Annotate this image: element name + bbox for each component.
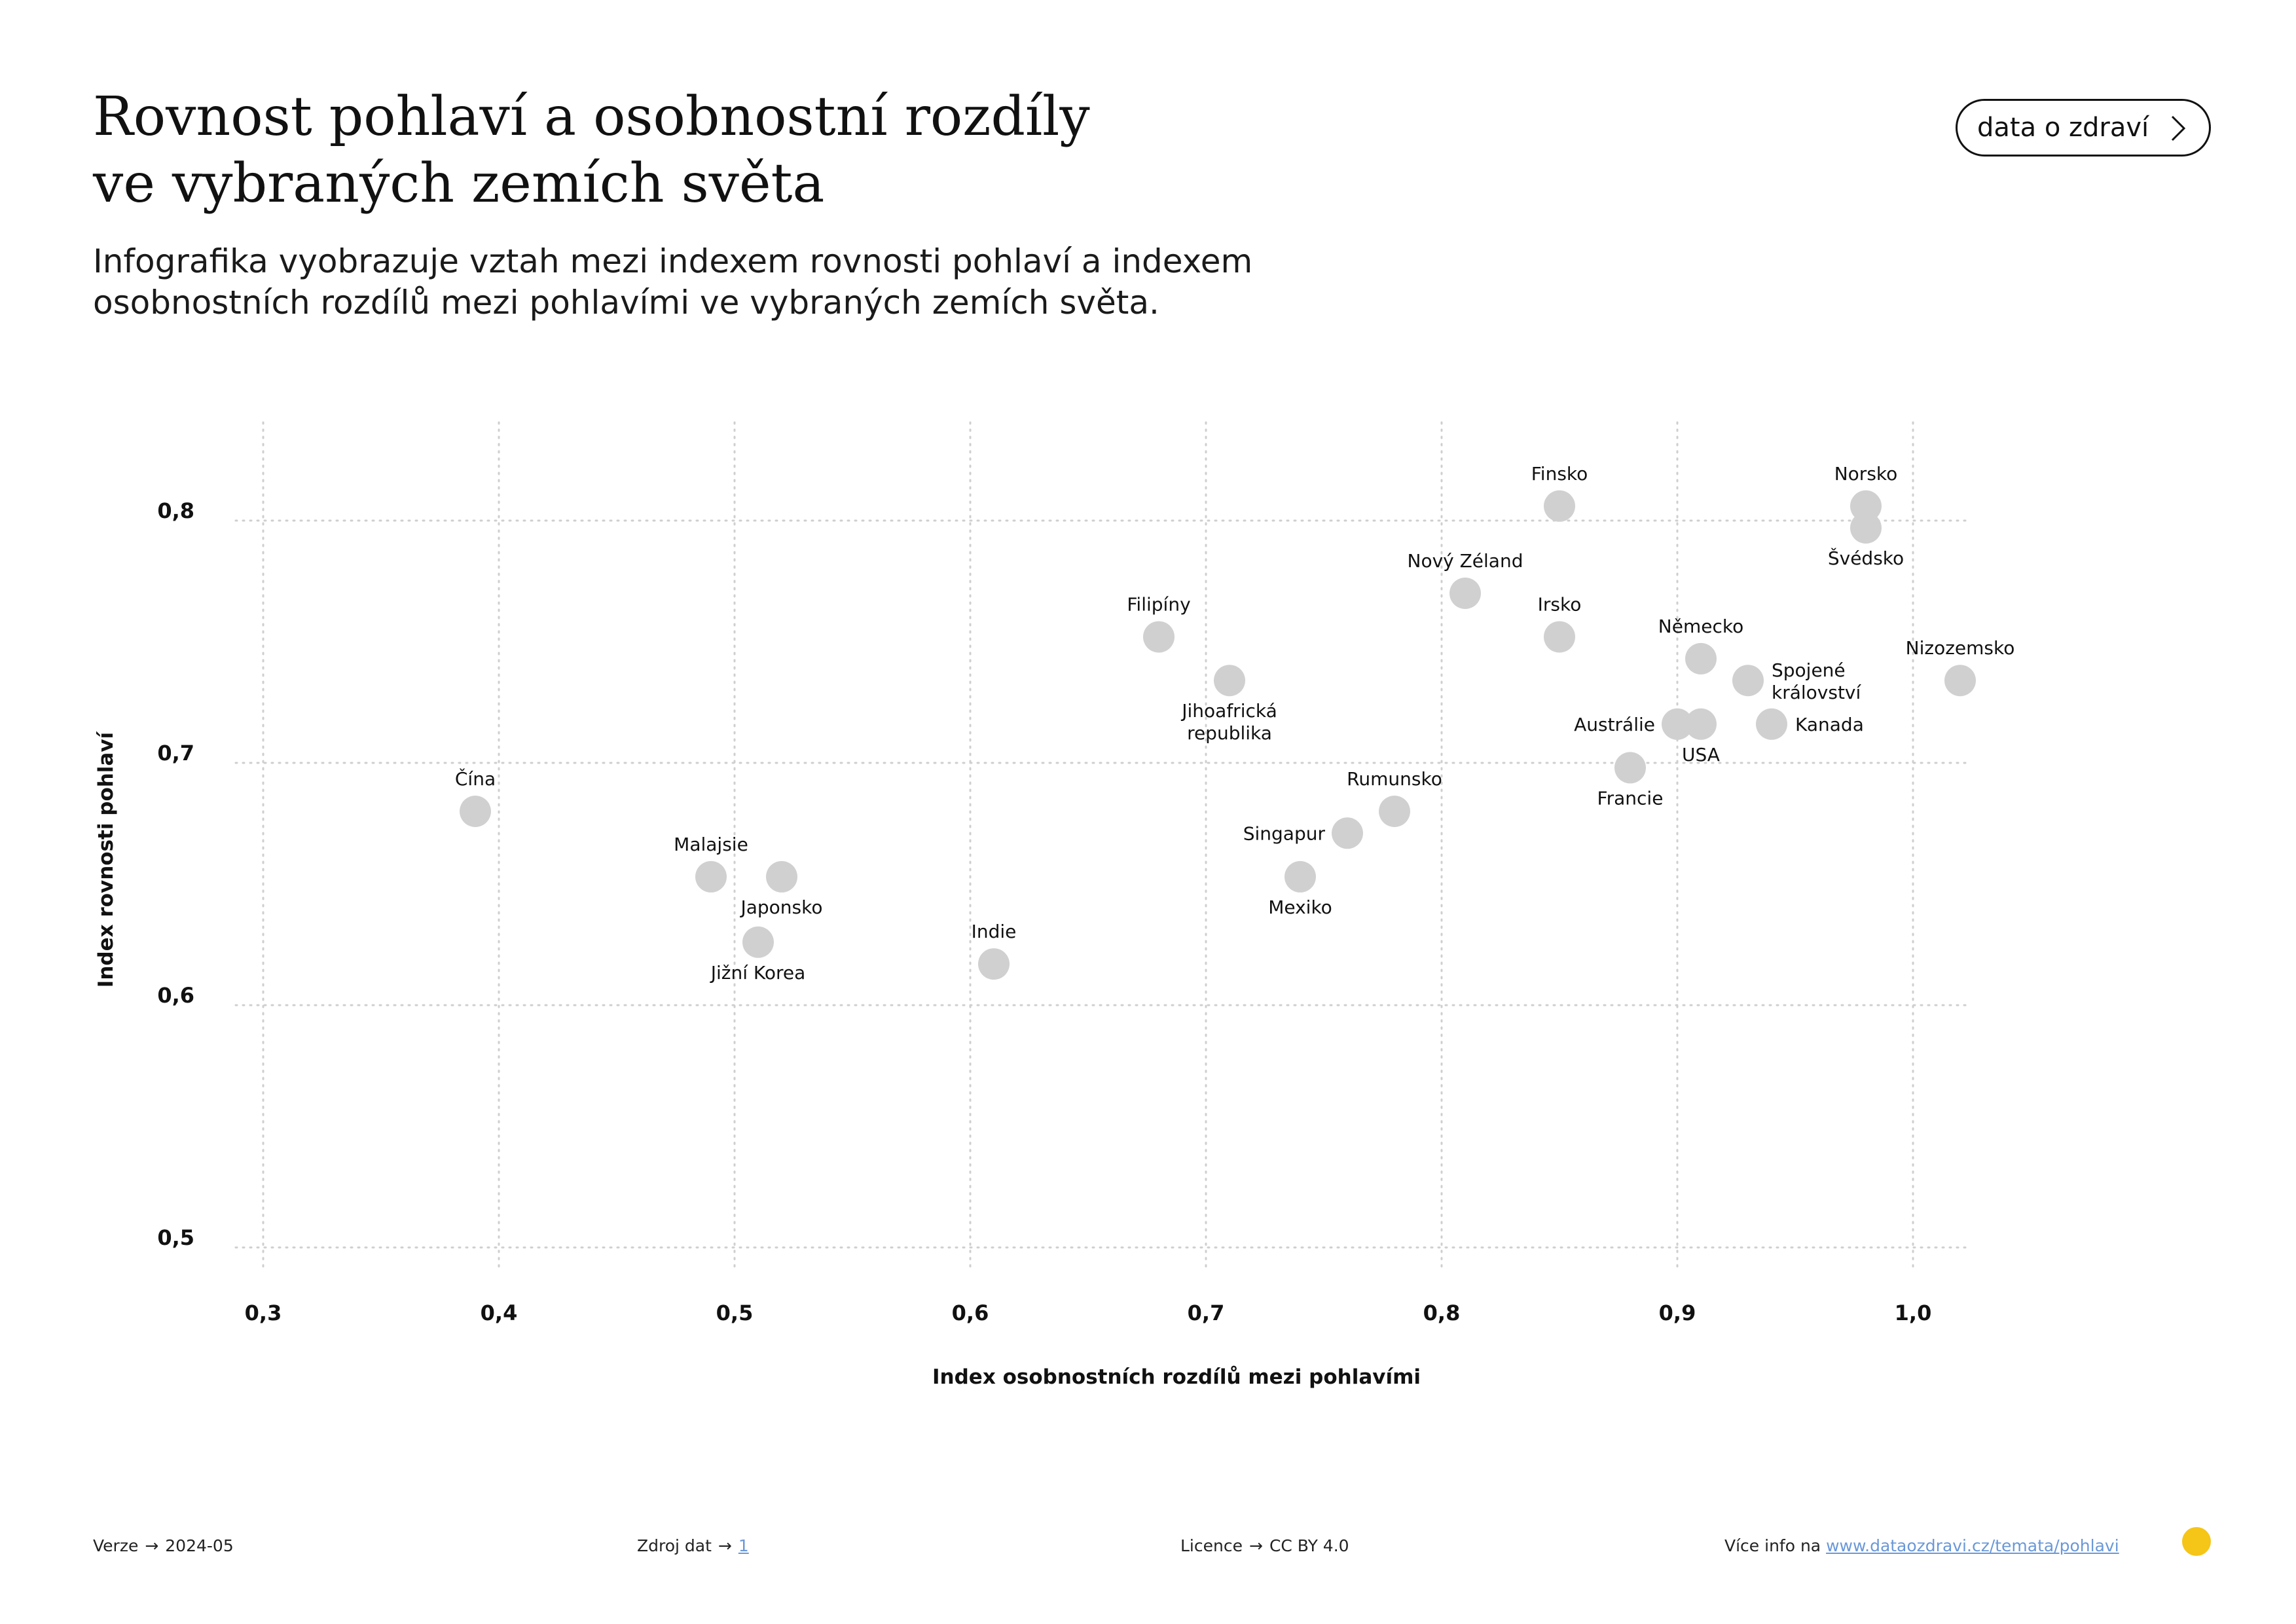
logo-icon bbox=[2182, 1527, 2211, 1556]
data-point bbox=[1614, 752, 1646, 784]
footer-license: Licence → CC BY 4.0 bbox=[1180, 1536, 1349, 1555]
footer-source: Zdroj dat → 1 bbox=[637, 1536, 749, 1555]
data-point bbox=[1285, 860, 1316, 893]
data-label: Francie bbox=[1597, 787, 1664, 809]
data-label: Spojené království bbox=[1772, 659, 1862, 703]
data-label: Švédsko bbox=[1828, 547, 1904, 569]
source-link[interactable]: 1 bbox=[738, 1536, 749, 1555]
arrow-right-icon: → bbox=[145, 1536, 159, 1555]
data-label: Norsko bbox=[1834, 463, 1898, 485]
more-info-label: Více info na bbox=[1724, 1536, 1821, 1555]
title-line-1: Rovnost pohlaví a osobnostní rozdíly bbox=[93, 86, 1090, 148]
data-label: Finsko bbox=[1531, 463, 1588, 485]
data-label: Nový Zéland bbox=[1408, 550, 1523, 572]
data-label: Malajsie bbox=[674, 834, 748, 855]
data-label: Irsko bbox=[1538, 594, 1582, 616]
data-label: Singapur bbox=[1243, 822, 1326, 844]
data-o-zdravi-button[interactable]: data o zdraví bbox=[1956, 99, 2211, 157]
data-label: Jihoafrická republika bbox=[1180, 700, 1277, 744]
data-point bbox=[1662, 708, 1693, 740]
data-labels: Čína Malajsie Japonsko Jižní Korea Indie Fili… bbox=[455, 463, 2014, 984]
x-tick-label: 0,8 bbox=[1423, 1301, 1461, 1325]
x-tick-label: 0,7 bbox=[1188, 1301, 1225, 1325]
data-point bbox=[460, 796, 491, 827]
data-label: Japonsko bbox=[739, 896, 822, 918]
data-point bbox=[1732, 665, 1764, 697]
data-label: Indie bbox=[972, 921, 1017, 942]
data-label: Mexiko bbox=[1268, 896, 1332, 918]
version-label: Verze bbox=[93, 1536, 139, 1555]
data-point bbox=[1379, 796, 1410, 827]
arrow-right-icon: → bbox=[1248, 1536, 1263, 1555]
data-label: Německo bbox=[1658, 616, 1743, 637]
data-point bbox=[1685, 642, 1717, 674]
data-point bbox=[978, 948, 1010, 980]
data-label: Austrálie bbox=[1574, 714, 1655, 735]
data-label: Čína bbox=[455, 767, 496, 790]
data-label: Filipíny bbox=[1127, 594, 1190, 616]
data-label: USA bbox=[1682, 744, 1720, 766]
x-tick-label: 0,9 bbox=[1659, 1301, 1696, 1325]
data-point bbox=[1214, 665, 1245, 697]
data-point bbox=[1685, 708, 1717, 740]
subtitle-line-1: Infografika vyobrazuje vztah mezi indexe… bbox=[93, 242, 1253, 280]
data-point bbox=[1332, 817, 1363, 849]
more-info-link[interactable]: www.dataozdravi.cz/temata/pohlavi bbox=[1826, 1536, 2119, 1555]
data-point bbox=[742, 926, 774, 958]
data-point bbox=[1850, 490, 1882, 522]
data-point bbox=[1449, 578, 1481, 609]
chevron-right-icon bbox=[2171, 115, 2186, 141]
y-tick-label: 0,6 bbox=[157, 983, 194, 1008]
data-label: Kanada bbox=[1795, 714, 1864, 735]
y-tick-label: 0,7 bbox=[157, 741, 194, 766]
data-point bbox=[766, 860, 797, 893]
y-tick-label: 0,8 bbox=[157, 498, 194, 523]
arrow-right-icon: → bbox=[718, 1536, 732, 1555]
subtitle-line-2: osobnostních rozdílů mezi pohlavími ve v… bbox=[93, 284, 1159, 322]
data-point bbox=[1544, 621, 1575, 653]
data-point bbox=[1143, 621, 1175, 653]
x-tick-label: 0,6 bbox=[952, 1301, 989, 1325]
data-points bbox=[460, 490, 1976, 980]
data-point bbox=[695, 860, 727, 893]
data-point bbox=[1544, 490, 1575, 522]
data-point bbox=[1756, 708, 1787, 740]
x-axis-title: Index osobnostních rozdílů mezi pohlavím… bbox=[932, 1365, 1421, 1389]
license-label: Licence bbox=[1180, 1536, 1243, 1555]
data-label: Nizozemsko bbox=[1906, 637, 2015, 659]
source-label: Zdroj dat bbox=[637, 1536, 712, 1555]
x-tick-label: 0,4 bbox=[481, 1301, 518, 1325]
data-label: Rumunsko bbox=[1347, 768, 1442, 790]
data-o-zdravi-button-label: data o zdraví bbox=[1977, 113, 2149, 143]
page-title: Rovnost pohlaví a osobnostní rozdíly ve … bbox=[93, 84, 1337, 217]
license-value: CC BY 4.0 bbox=[1269, 1536, 1349, 1555]
y-tick-label: 0,5 bbox=[157, 1225, 194, 1250]
page-subtitle: Infografika vyobrazuje vztah mezi indexe… bbox=[93, 241, 1468, 323]
y-axis-title: Index rovnosti pohlaví bbox=[94, 731, 118, 987]
x-tick-label: 0,3 bbox=[245, 1301, 282, 1325]
data-point bbox=[1850, 512, 1882, 544]
footer-version: Verze → 2024-05 bbox=[93, 1536, 234, 1555]
version-value: 2024-05 bbox=[165, 1536, 234, 1555]
data-point bbox=[1944, 665, 1976, 697]
x-tick-label: 1,0 bbox=[1895, 1301, 1932, 1325]
x-tick-label: 0,5 bbox=[716, 1301, 754, 1325]
data-label: Jižní Korea bbox=[710, 962, 806, 984]
title-line-2: ve vybraných zemích světa bbox=[93, 153, 825, 215]
axis-ticks: 0,3 0,4 0,5 0,6 0,7 0,8 0,9 1,0 0,5 0,6 0,7 0,8 bbox=[157, 498, 1931, 1325]
footer-more-info: Více info na www.dataozdravi.cz/temata/p… bbox=[1724, 1536, 2119, 1555]
grid bbox=[234, 421, 1972, 1268]
